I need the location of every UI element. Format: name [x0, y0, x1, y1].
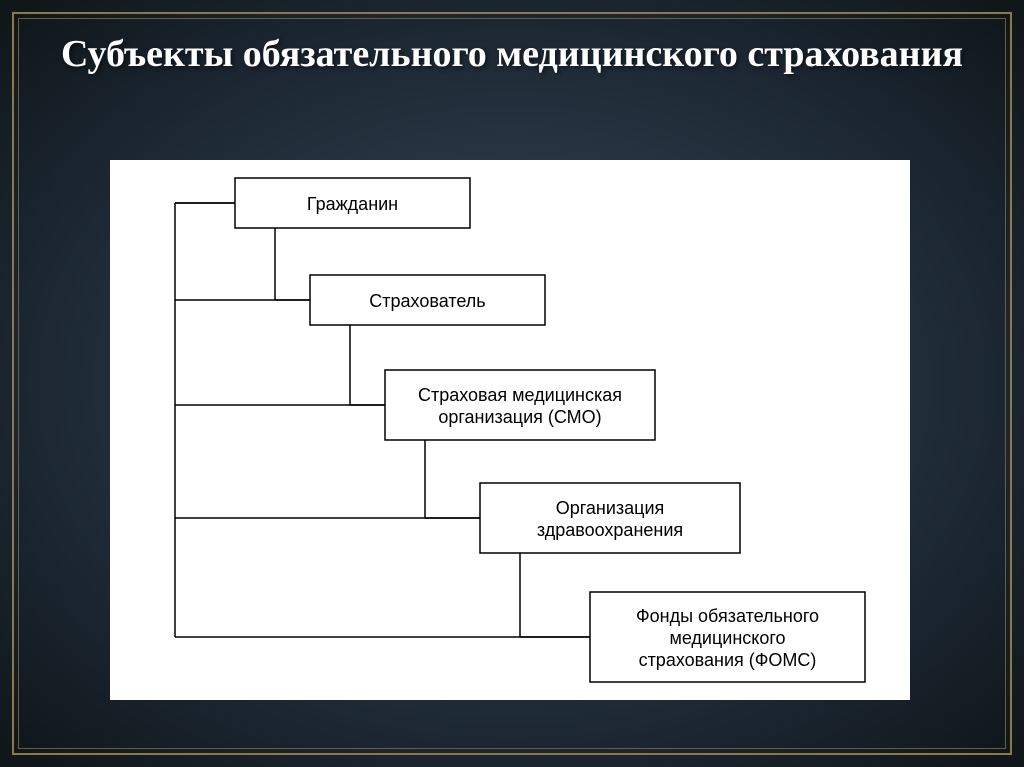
diagram-node-label: Страховая медицинская: [418, 385, 622, 405]
diagram-node-label: медицинского: [669, 628, 785, 648]
diagram-node-label: страхования (ФОМС): [639, 650, 817, 670]
diagram-node-label: Гражданин: [307, 194, 398, 214]
diagram-node-label: Страхователь: [369, 291, 485, 311]
diagram-node-label: Фонды обязательного: [636, 606, 819, 626]
diagram-node-box: [480, 483, 740, 553]
diagram-svg: Гражданин Страхователь Страховая медицинск…: [110, 160, 910, 700]
diagram-container: Гражданин Страхователь Страховая медицинск…: [110, 160, 910, 700]
diagram-node-label: организация (СМО): [438, 407, 601, 427]
diagram-node-box: [385, 370, 655, 440]
diagram-node-label: здравоохранения: [537, 520, 683, 540]
diagram-node-label: Организация: [556, 498, 665, 518]
